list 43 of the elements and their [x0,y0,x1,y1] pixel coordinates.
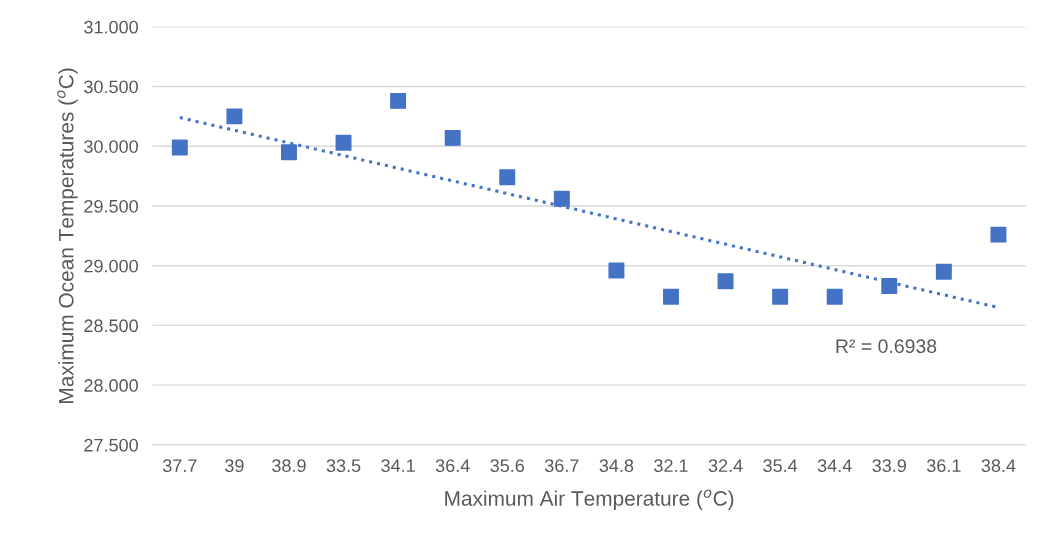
y-tick-label: 29.500 [84,199,138,213]
x-axis-title: Maximum Air Temperature ($^{o}$C) [445,489,734,510]
y-axis-title: Maximum Ocean Temperatures ($^{o}$C) [57,68,78,403]
x-tick-label: 37.7 [162,459,197,473]
annotation: R² = 0.6938 [836,339,937,354]
point [935,263,952,280]
x-tick-label: 39 [225,459,244,473]
point [772,288,789,305]
x-tick-label: 34.1 [381,459,415,473]
point [499,169,516,186]
y-tick-label: 30.000 [84,140,138,153]
x-tick-label: 36.1 [926,459,961,473]
x-tick-label: 34.8 [599,459,634,473]
y-tick-label: 28.500 [84,319,138,333]
point [280,144,297,161]
x-tick-label: 35.6 [490,459,525,473]
x-tick-label: 33.9 [872,459,906,473]
point [444,129,461,146]
x-tick-label: 36.7 [544,459,579,473]
y-tick-label: 30.500 [84,80,138,94]
point [990,226,1007,243]
point [608,262,625,279]
x-tick-label: 34.4 [817,459,852,473]
point [717,273,734,290]
x-tick-label: 32.4 [708,459,743,473]
point [171,139,188,156]
point [335,134,352,151]
x-tick-label: 36.4 [435,459,470,473]
x-tick-label: 38.9 [272,459,306,473]
x-tick-label: 32.1 [654,459,688,473]
x-tick-label: 33.5 [326,459,361,473]
y-tick-label: 29.000 [84,259,138,273]
point [390,92,407,109]
y-tick-label: 27.500 [84,438,138,452]
x-tick-label: 35.4 [763,459,798,473]
point [826,288,843,305]
point [663,288,679,305]
y-tick-label: 31.000 [84,20,138,34]
y-tick-label: 28.000 [84,379,138,392]
point [881,278,898,294]
point [226,108,243,125]
point [553,190,570,207]
x-tick-label: 38.4 [981,459,1016,473]
